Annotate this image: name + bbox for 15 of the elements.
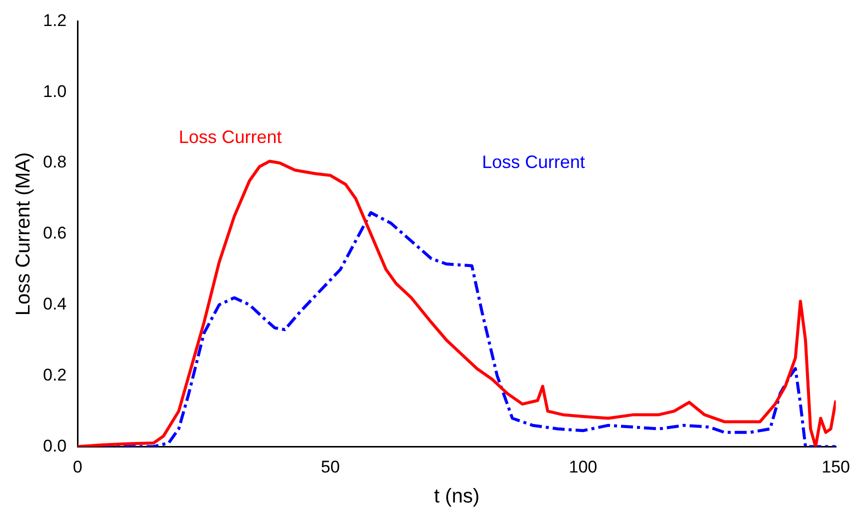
y-tick-label: 0.6: [42, 224, 67, 243]
x-tick-label: 150: [822, 457, 850, 476]
y-axis-title: Loss Current (MA): [12, 152, 35, 316]
x-axis-title: t (ns): [434, 486, 480, 508]
y-tick-label: 1.0: [42, 82, 67, 101]
x-tick-label: 0: [72, 457, 82, 476]
y-tick-label: 0.0: [42, 436, 67, 456]
y-tick-label: 0.4: [42, 294, 67, 314]
y-tick-label: 1.2: [42, 10, 67, 30]
x-tick-label: 50: [320, 457, 340, 476]
y-tick-label: 0.2: [42, 365, 67, 384]
y-tick-label: 0.8: [42, 152, 67, 172]
series-label: Loss Current: [178, 127, 282, 148]
x-tick-label: 100: [568, 457, 598, 476]
text: Loss Current: [482, 152, 586, 172]
